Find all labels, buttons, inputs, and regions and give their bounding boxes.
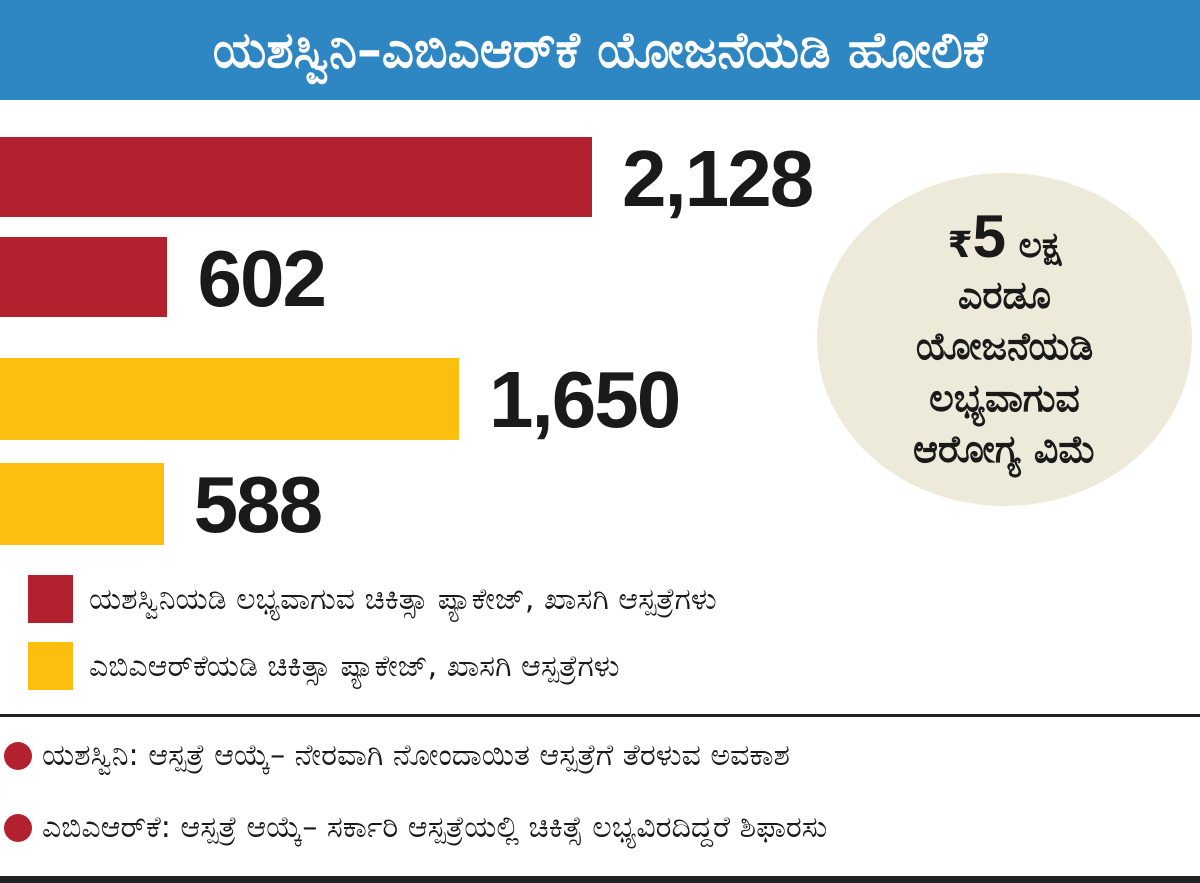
bullet-dot-icon: [4, 813, 32, 842]
legend-label: ಯಶಸ್ವಿನಿಯಡಿ ಲಭ್ಯವಾಗುವ ಚಿಕಿತ್ಸಾ ಪ್ಯಾಕೇಜ್,…: [89, 581, 717, 617]
callout-line: ಲಭ್ಯವಾಗುವ: [929, 375, 1080, 420]
legend-item-abark: ಎಬಿಎಆರ್‌ಕೆಯಡಿ ಚಿಕಿತ್ಸಾ ಪ್ಯಾಕೇಜ್, ಖಾಸಗಿ ಆ…: [28, 642, 620, 690]
currency-symbol: ₹: [947, 224, 973, 266]
bar-abark-0: [0, 358, 460, 440]
bar-value-label: 588: [193, 460, 323, 549]
note-text: ಎಬಿಎಆರ್‌ಕೆ: ಆಸ್ಪತ್ರೆ ಆಯ್ಕೆ– ಸರ್ಕಾರಿ ಆಸ್ಪ…: [42, 810, 828, 845]
note-text: ಯಶಸ್ವಿನಿ: ಆಸ್ಪತ್ರೆ ಆಯ್ಕೆ– ನೇರವಾಗಿ ನೋಂದಾಯ…: [42, 738, 790, 773]
bar-yashasvini-1: [0, 237, 168, 317]
callout-line: ಯೋಜನೆಯಡಿ: [915, 324, 1094, 369]
callout-line: ಆರೋಗ್ಯ ವಿಮೆ: [912, 426, 1097, 471]
bullet-dot-icon: [4, 741, 32, 770]
divider: [0, 714, 1200, 717]
legend-swatch-red: [28, 575, 73, 623]
title-bar: ಯಶಸ್ವಿನಿ–ಎಬಿಎಆರ್‌ಕೆ ಯೋಜನೆಯಡಿ ಹೋಲಿಕೆ: [0, 0, 1200, 100]
bar-value-label: 602: [197, 234, 326, 323]
legend-swatch-yellow: [28, 642, 73, 690]
bar-value-label: 2,128: [622, 134, 814, 223]
callout-line: ಎರಡೂ: [958, 272, 1051, 317]
note-yashasvini: ಯಶಸ್ವಿನಿ: ಆಸ್ಪತ್ರೆ ಆಯ್ಕೆ– ನೇರವಾಗಿ ನೋಂದಾಯ…: [4, 738, 790, 773]
callout-unit: ಲಕ್ಷ: [1018, 224, 1062, 266]
callout-amount: 5: [972, 202, 1007, 270]
chart-title: ಯಶಸ್ವಿನಿ–ಎಬಿಎಆರ್‌ಕೆ ಯೋಜನೆಯಡಿ ಹೋಲಿಕೆ: [212, 20, 988, 79]
bottom-rule: [0, 876, 1200, 883]
note-abark: ಎಬಿಎಆರ್‌ಕೆ: ಆಸ್ಪತ್ರೆ ಆಯ್ಕೆ– ಸರ್ಕಾರಿ ಆಸ್ಪ…: [4, 810, 827, 845]
bar-abark-1: [0, 463, 164, 545]
legend-item-yashasvini: ಯಶಸ್ವಿನಿಯಡಿ ಲಭ್ಯವಾಗುವ ಚಿಕಿತ್ಸಾ ಪ್ಯಾಕೇಜ್,…: [28, 575, 717, 623]
insurance-callout: ₹5 ಲಕ್ಷ ಎರಡೂ ಯೋಜನೆಯಡಿ ಲಭ್ಯವಾಗುವ ಆರೋಗ್ಯ ವ…: [817, 173, 1192, 506]
legend-label: ಎಬಿಎಆರ್‌ಕೆಯಡಿ ಚಿಕಿತ್ಸಾ ಪ್ಯಾಕೇಜ್, ಖಾಸಗಿ ಆ…: [89, 648, 620, 684]
bar-chart: 2,128 602 1,650 588: [0, 120, 814, 560]
bar-value-label: 1,650: [489, 355, 681, 444]
bar-yashasvini-0: [0, 137, 592, 217]
